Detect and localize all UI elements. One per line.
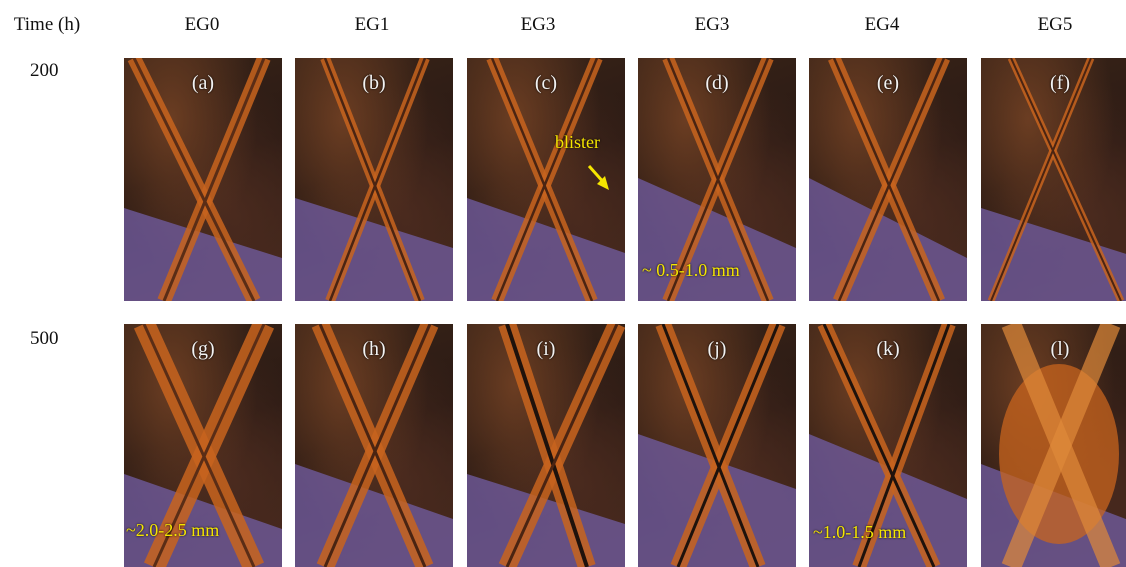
panel-label-c: (c)	[534, 72, 558, 94]
photo-panel-b: (b)	[295, 58, 453, 301]
scribe-cross-photo	[124, 324, 282, 567]
scribe-cross-photo	[638, 58, 796, 301]
column-header-eg1: EG1	[354, 14, 390, 35]
scribe-cross-photo	[981, 58, 1126, 301]
photo-panel-i: (i)	[467, 324, 625, 567]
panel-label-b: (b)	[362, 72, 386, 94]
panel-label-d: (d)	[705, 72, 729, 94]
scribe-cross-photo	[467, 58, 625, 301]
panel-label-e: (e)	[876, 72, 900, 94]
scribe-cross-photo	[467, 324, 625, 567]
blister-annotation: blister	[555, 132, 600, 152]
panel-label-l: (l)	[1050, 338, 1070, 360]
scribe-cross-photo	[809, 58, 967, 301]
row-header-200h: 200	[30, 60, 59, 81]
scribe-cross-photo	[638, 324, 796, 567]
photo-panel-d: (d) ~ 0.5-1.0 mm	[638, 58, 796, 301]
scribe-cross-photo	[295, 58, 453, 301]
photo-panel-e: (e)	[809, 58, 967, 301]
scribe-cross-photo	[981, 324, 1126, 567]
column-header-eg0: EG0	[184, 14, 220, 35]
photo-panel-g: (g) ~2.0-2.5 mm	[124, 324, 282, 567]
scribe-cross-photo	[124, 58, 282, 301]
column-header-eg3a: EG3	[520, 14, 556, 35]
panel-label-h: (h)	[362, 338, 386, 360]
photo-panel-c: (c) blister	[467, 58, 625, 301]
panel-label-g: (g)	[191, 338, 215, 360]
panel-label-j: (j)	[707, 338, 727, 360]
photo-panel-f: (f)	[981, 58, 1126, 301]
column-header-eg3b: EG3	[694, 14, 730, 35]
scribe-width-annotation-d: ~ 0.5-1.0 mm	[642, 260, 740, 280]
row-header-500h: 500	[30, 328, 59, 349]
scribe-cross-photo	[295, 324, 453, 567]
scribe-width-annotation-k: ~1.0-1.5 mm	[813, 522, 907, 542]
photo-panel-k: (k) ~1.0-1.5 mm	[809, 324, 967, 567]
column-header-eg4: EG4	[864, 14, 900, 35]
photo-panel-a: (a)	[124, 58, 282, 301]
panel-label-i: (i)	[536, 338, 556, 360]
scribe-width-annotation-g: ~2.0-2.5 mm	[126, 520, 220, 540]
time-column-header: Time (h)	[13, 14, 81, 35]
panel-label-f: (f)	[1050, 72, 1070, 94]
photo-panel-l: (l)	[981, 324, 1126, 567]
column-header-eg5: EG5	[1037, 14, 1073, 35]
panel-label-k: (k)	[876, 338, 900, 360]
panel-label-a: (a)	[191, 72, 215, 94]
photo-panel-j: (j)	[638, 324, 796, 567]
photo-panel-h: (h)	[295, 324, 453, 567]
scribe-cross-photo	[809, 324, 967, 567]
